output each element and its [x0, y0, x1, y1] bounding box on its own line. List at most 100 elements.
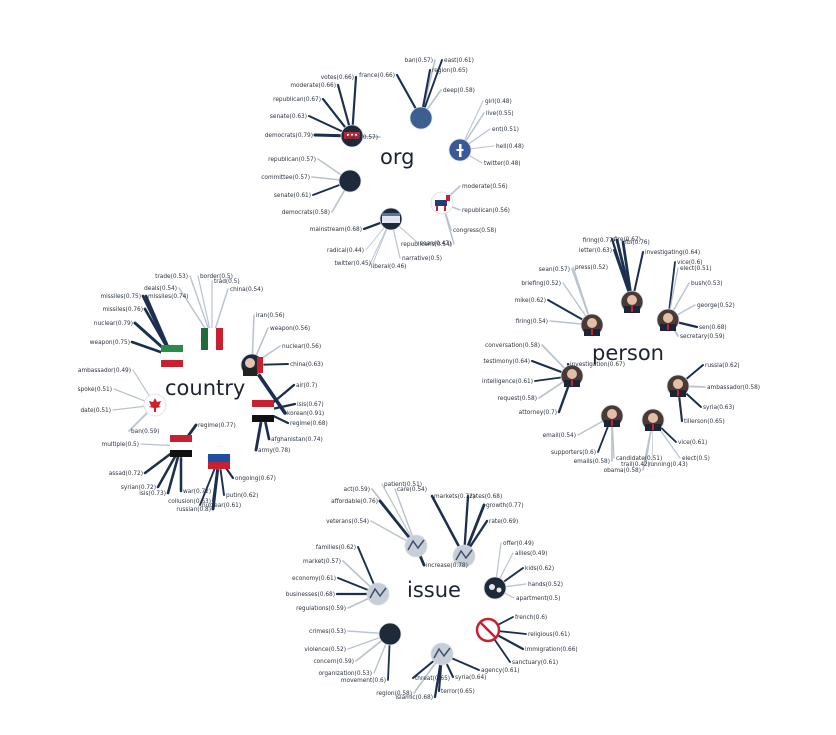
term-label: multiple(0.5)	[102, 442, 139, 448]
term-label: congress(0.58)	[453, 228, 496, 234]
term-label: nuclear(0.56)	[282, 344, 321, 350]
term-label: economy(0.61)	[292, 576, 336, 582]
canada-maple-leaf-icon	[143, 393, 167, 417]
term-label: trad(0.5)	[214, 279, 240, 285]
term-label: sean(0.57)	[539, 267, 570, 273]
term-label: movement(0.6)	[341, 678, 386, 684]
term-label: conversation(0.58)	[485, 343, 540, 349]
term-label: firing(0.54)	[516, 319, 548, 325]
term-label: concern(0.59)	[313, 659, 354, 665]
democrat-donkey-icon	[430, 191, 454, 215]
term-label: markets(0.72)	[434, 494, 475, 500]
term-label: democrats(0.79)	[265, 133, 313, 139]
term-label: islamic(0.68)	[395, 695, 433, 701]
facebook-logo-icon	[448, 138, 472, 162]
republican-elephant-icon	[340, 124, 364, 148]
term-label: george(0.52)	[697, 303, 735, 309]
term-label: letter(0.63)	[579, 248, 612, 254]
term-label: sean(0.47)	[420, 241, 451, 247]
term-label: border(0.5)	[200, 274, 233, 280]
term-label: growth(0.77)	[486, 503, 524, 509]
term-label: radical(0.44)	[327, 248, 364, 254]
term-label: iran(0.56)	[256, 313, 285, 319]
term-label: investigation(0.67)	[570, 362, 625, 368]
term-label: air(0.7)	[296, 383, 317, 389]
term-label: care(0.54)	[397, 487, 427, 493]
term-label: votes(0.66)	[321, 75, 354, 81]
term-label: elect(0.5)	[682, 456, 710, 462]
term-label: rate(0.69)	[489, 519, 518, 525]
term-label: hell(0.48)	[496, 144, 524, 150]
term-label: sen(0.68)	[699, 325, 727, 331]
term-label: kids(0.62)	[525, 566, 554, 572]
term-label: crimes(0.53)	[309, 629, 346, 635]
breaking-news-icon	[379, 207, 403, 231]
term-label: republican(0.56)	[462, 208, 510, 214]
term-label: emails(0.58)	[574, 459, 610, 465]
term-label: attorney(0.7)	[519, 410, 557, 416]
term-label: narrative(0.5)	[402, 256, 442, 262]
term-label: terror(0.65)	[441, 689, 475, 695]
term-label: moderate(0.66)	[290, 83, 336, 89]
term-label: ent(0.51)	[492, 127, 519, 133]
term-label: korean(0.91)	[287, 411, 324, 417]
russia-flag-icon	[207, 446, 231, 470]
term-label: nuclear(0.61)	[202, 503, 241, 509]
term-label: weapon(0.56)	[270, 326, 310, 332]
term-label: regime(0.68)	[290, 421, 328, 427]
no-symbol-icon	[475, 617, 501, 643]
term-label: region(0.58)	[376, 691, 412, 697]
mexico-flag-icon	[200, 327, 224, 351]
term-label: intelligence(0.61)	[482, 379, 533, 385]
term-label: ambassador(0.49)	[78, 368, 131, 374]
category-labels: org country person issue	[165, 145, 664, 602]
term-label: war(0.72)	[183, 489, 211, 495]
term-label: committee(0.57)	[261, 175, 310, 181]
person-portrait-icon	[641, 408, 665, 432]
term-label: girl(0.48)	[485, 99, 512, 105]
term-label: missiles(0.74)	[148, 294, 189, 300]
term-label: syria(0.63)	[703, 405, 734, 411]
term-label: army(0.78)	[258, 448, 290, 454]
term-label: region(0.65)	[432, 68, 468, 74]
term-label: offer(0.49)	[503, 541, 534, 547]
nodes-layer	[143, 106, 690, 666]
term-label: firing(0.77)	[583, 238, 615, 244]
category-label-country: country	[165, 376, 245, 400]
term-label: patient(0.51)	[384, 482, 422, 488]
term-label: violence(0.52)	[304, 647, 346, 653]
term-label: email(0.54)	[543, 433, 576, 439]
edge-issue-0-0	[381, 483, 417, 547]
term-label: deep(0.58)	[443, 88, 475, 94]
term-label: regulations(0.59)	[296, 606, 346, 612]
healthcare-image-icon	[404, 534, 428, 558]
term-label: families(0.62)	[316, 545, 356, 551]
term-label: ongoing(0.67)	[235, 476, 276, 482]
term-label: immigration(0.66)	[525, 647, 578, 653]
term-label: affordable(0.76)	[331, 499, 378, 505]
term-label: russian(0.8)	[176, 507, 211, 513]
dark-circle-icon	[338, 169, 362, 193]
term-label: assad(0.72)	[109, 471, 143, 477]
term-label: businesses(0.68)	[286, 592, 335, 598]
dark-circle-icon	[378, 622, 402, 646]
term-label: mainstream(0.68)	[310, 227, 362, 233]
term-label: sanctuary(0.61)	[512, 660, 558, 666]
term-label: increase(0.78)	[426, 563, 468, 569]
term-label: france(0.66)	[359, 73, 395, 79]
term-label: press(0.52)	[575, 265, 608, 271]
term-label: regime(0.77)	[198, 423, 236, 429]
term-label: vice(0.61)	[678, 440, 707, 446]
term-label: mike(0.62)	[515, 298, 546, 304]
person-portrait-icon	[600, 404, 624, 428]
term-label: tillerson(0.65)	[684, 419, 725, 425]
term-label: rates(0.68)	[470, 494, 502, 500]
term-label: briefing(0.52)	[521, 281, 561, 287]
person-portrait-icon	[620, 290, 644, 314]
term-label: hands(0.52)	[528, 582, 563, 588]
term-label: weapon(0.75)	[90, 340, 130, 346]
term-label: elect(0.51)	[680, 266, 712, 272]
term-label: allies(0.49)	[515, 551, 547, 557]
term-label: fbi(0.76)	[625, 240, 650, 246]
